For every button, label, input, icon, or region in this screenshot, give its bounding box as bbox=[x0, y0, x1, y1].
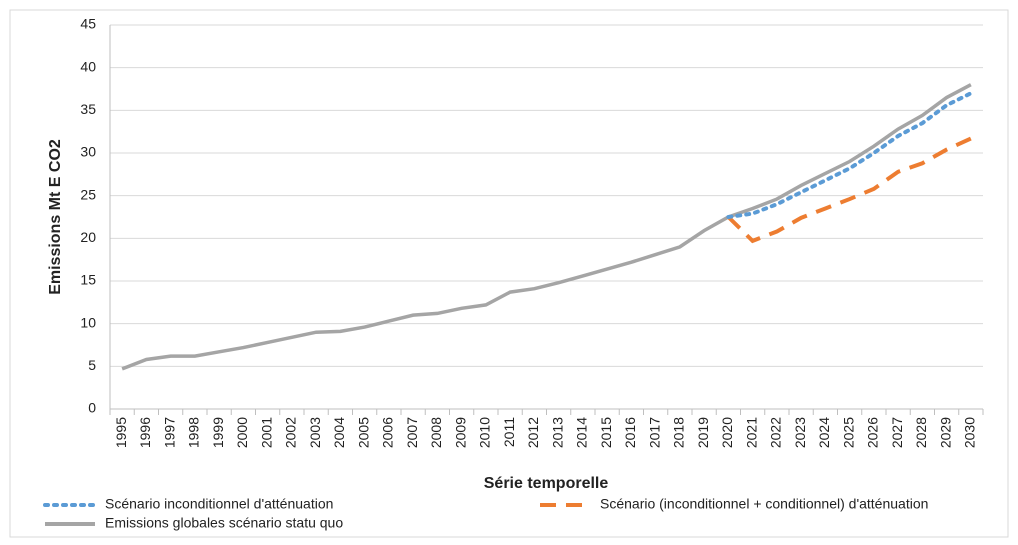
chart-frame bbox=[9, 9, 1009, 538]
y-tick-label: 20 bbox=[80, 229, 96, 245]
x-tick-label: 2000 bbox=[234, 417, 250, 448]
y-tick-label: 0 bbox=[88, 400, 96, 416]
x-tick-label: 2023 bbox=[792, 417, 808, 448]
x-tick-label: 2011 bbox=[501, 417, 517, 447]
x-tick-label: 2020 bbox=[719, 417, 735, 448]
x-tick-label: 1995 bbox=[113, 417, 129, 448]
x-tick-label: 2008 bbox=[428, 417, 444, 448]
x-tick-label: 2013 bbox=[549, 417, 565, 448]
x-tick-label: 2015 bbox=[598, 417, 614, 448]
y-tick-label: 30 bbox=[80, 144, 96, 160]
y-tick-label: 25 bbox=[80, 186, 96, 202]
y-tick-label: 5 bbox=[88, 357, 96, 373]
y-tick-label: 45 bbox=[80, 16, 96, 32]
x-tick-label: 2024 bbox=[816, 417, 832, 448]
x-tick-label: 1998 bbox=[186, 417, 202, 448]
x-tick-label: 2003 bbox=[307, 417, 323, 448]
x-tick-label: 2012 bbox=[525, 417, 541, 448]
x-tick-label: 1997 bbox=[161, 417, 177, 448]
x-tick-label: 2004 bbox=[331, 417, 347, 448]
x-tick-label: 2019 bbox=[695, 417, 711, 448]
x-tick-label: 1996 bbox=[137, 417, 153, 448]
x-tick-label: 2022 bbox=[768, 417, 784, 448]
x-tick-label: 2005 bbox=[355, 417, 371, 448]
x-tick-label: 2007 bbox=[404, 417, 420, 448]
x-tick-label: 2006 bbox=[380, 417, 396, 448]
legend-label: Emissions globales scénario statu quo bbox=[105, 515, 343, 531]
series-line bbox=[726, 136, 972, 244]
x-tick-label: 2014 bbox=[574, 417, 590, 448]
x-tick-label: 2026 bbox=[865, 417, 881, 448]
y-tick-label: 35 bbox=[80, 101, 96, 117]
x-tick-label: 2010 bbox=[477, 417, 493, 448]
y-tick-label: 15 bbox=[80, 272, 96, 288]
legend-label: Scénario (inconditionnel + conditionnel)… bbox=[600, 496, 928, 512]
y-tick-label: 40 bbox=[80, 58, 96, 74]
x-tick-label: 2001 bbox=[258, 417, 274, 448]
x-tick-label: 2002 bbox=[283, 417, 299, 448]
x-tick-label: 2018 bbox=[671, 417, 687, 448]
x-tick-label: 2016 bbox=[622, 417, 638, 448]
legend-label: Scénario inconditionnel d'atténuation bbox=[105, 496, 333, 512]
x-tick-label: 1999 bbox=[210, 417, 226, 448]
x-tick-label: 2028 bbox=[913, 417, 929, 448]
x-tick-label: 2009 bbox=[452, 417, 468, 448]
x-tick-label: 2030 bbox=[962, 417, 978, 448]
x-tick-label: 2029 bbox=[937, 417, 953, 448]
x-tick-label: 2025 bbox=[840, 417, 856, 448]
x-axis-title: Série temporelle bbox=[484, 475, 609, 492]
x-tick-label: 2021 bbox=[743, 417, 759, 448]
y-tick-label: 10 bbox=[80, 314, 96, 330]
series-line bbox=[726, 91, 973, 219]
x-tick-label: 2017 bbox=[646, 417, 662, 448]
y-axis-title: Emissions Mt E CO2 bbox=[47, 139, 64, 295]
series-line bbox=[121, 83, 972, 371]
x-tick-label: 2027 bbox=[889, 417, 905, 448]
